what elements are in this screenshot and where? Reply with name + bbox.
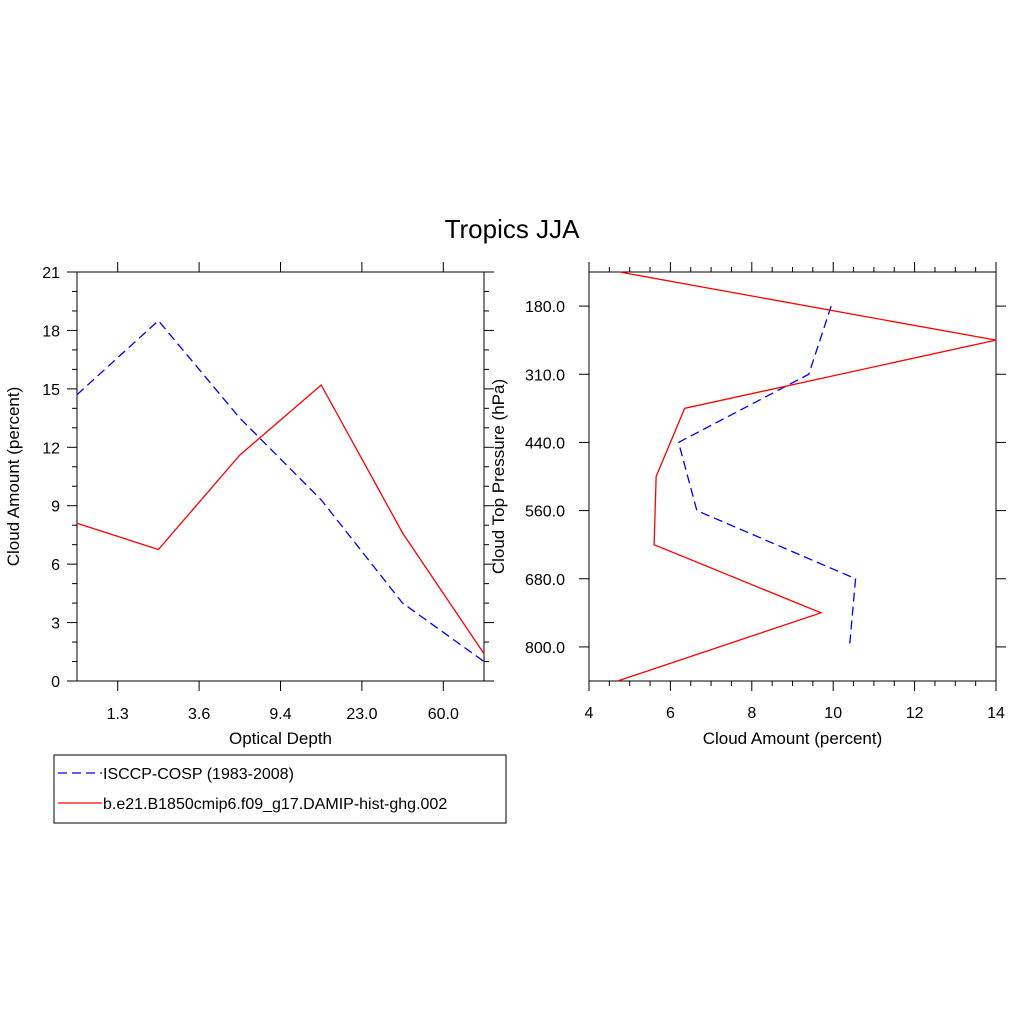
series-line-isccp: [677, 305, 857, 647]
y-axis-label: Cloud Amount (percent): [4, 387, 23, 567]
series-line-model: [76, 383, 485, 655]
y-tick-label: 800.0: [525, 640, 565, 657]
legend-label: ISCCP-COSP (1983-2008): [103, 766, 294, 783]
right-chart-cloud-top-pressure: 4 6 8 10 12 14 180.0 310.0 440.0 560.0 680.0 800.0 C…: [489, 262, 1006, 748]
x-tick-label: 23.0: [346, 706, 377, 723]
y-axis-label: Cloud Top Pressure (hPa): [489, 379, 508, 574]
y-tick-label: 12: [42, 440, 60, 457]
series-line-model: [617, 271, 997, 682]
x-tick-label: 6: [666, 705, 675, 722]
left-chart-optical-depth: 0 3 6 9 12 15 18 21 1.3 3.6 9.4 23.0 60.0 Optical Dep…: [4, 262, 494, 748]
y-tick-label: 180.0: [525, 299, 565, 316]
x-axis-label: Optical Depth: [229, 729, 332, 748]
x-tick-label: 14: [987, 705, 1005, 722]
x-tick-label: 1.3: [107, 706, 129, 723]
x-tick-label: 10: [824, 705, 842, 722]
y-tick-label: 440.0: [525, 435, 565, 452]
x-tick-label: 3.6: [188, 706, 210, 723]
y-tick-label: 0: [51, 674, 60, 691]
y-tick-label: 21: [42, 265, 60, 282]
y-tick-label: 310.0: [525, 367, 565, 384]
x-tick-label: 12: [906, 705, 924, 722]
y-tick-label: 560.0: [525, 504, 565, 521]
legend-label: b.e21.B1850cmip6.f09_g17.DAMIP-hist-ghg.…: [103, 796, 447, 813]
x-tick-label: 4: [585, 705, 594, 722]
y-tick-label: 6: [51, 557, 60, 574]
series-line-isccp: [76, 319, 485, 663]
y-tick-label: 680.0: [525, 572, 565, 589]
x-tick-label: 9.4: [269, 706, 291, 723]
x-axis-label: Cloud Amount (percent): [703, 729, 883, 748]
legend: ISCCP-COSP (1983-2008) b.e21.B1850cmip6.f…: [53, 754, 507, 824]
y-tick-label: 3: [51, 616, 60, 633]
legend-box: [53, 754, 507, 824]
y-tick-label: 15: [42, 382, 60, 399]
plot-frame: [588, 271, 997, 682]
plot-frame: [76, 271, 485, 682]
x-tick-label: 8: [747, 705, 756, 722]
y-tick-label: 18: [42, 323, 60, 340]
y-tick-label: 9: [51, 499, 60, 516]
x-tick-label: 60.0: [428, 706, 459, 723]
chart-title: Tropics JJA: [445, 214, 580, 244]
